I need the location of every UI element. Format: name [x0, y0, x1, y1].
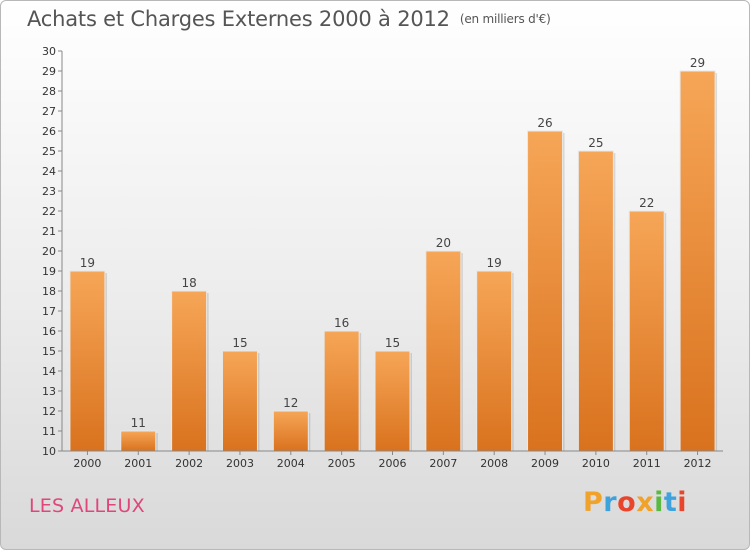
x-tick-label: 2012: [684, 457, 712, 470]
x-axis: 2000 2001 2002 2003 2004 2005 2006 2007 2008 2009…: [62, 450, 723, 470]
x-tick-label: 2008: [480, 457, 508, 470]
x-tick-label: 2009: [531, 457, 559, 470]
y-tick-label: 17: [42, 305, 56, 318]
y-tick-label: 28: [42, 85, 56, 98]
y-tick-label: 18: [42, 285, 56, 298]
bar: [628, 210, 665, 452]
bar-value-label: 12: [283, 396, 298, 410]
bar-value-label: 19: [80, 256, 95, 270]
logo-letter: o: [617, 487, 637, 518]
logo-letter: t: [663, 487, 678, 518]
y-axis: 10 11 12 13 14 15 16 17 18 19 20 21 22 23 24 25 26 27 28 29…: [42, 45, 63, 458]
x-tick-label: 2002: [175, 457, 203, 470]
logo-letter: i: [677, 487, 688, 518]
bar: [323, 330, 360, 452]
proxiti-logo: Proxiti: [583, 487, 687, 518]
bar: [120, 430, 157, 452]
bar-value-label: 15: [232, 336, 247, 350]
x-tick-label: 2007: [429, 457, 457, 470]
x-tick-label: 2004: [277, 457, 305, 470]
bar: [171, 290, 208, 452]
y-tick-label: 23: [42, 185, 56, 198]
bar: [69, 270, 106, 452]
x-tick-label: 2011: [633, 457, 661, 470]
logo-letter: r: [603, 487, 618, 518]
bar: [425, 250, 462, 452]
y-tick-label: 21: [42, 225, 56, 238]
bars: 19 11 18 15 12 16 15 20 19 26 25 22 29: [69, 56, 718, 452]
bar: [577, 150, 614, 452]
logo-letter: P: [583, 487, 604, 518]
x-tick-label: 2000: [73, 457, 101, 470]
y-tick-label: 24: [42, 165, 56, 178]
y-tick-label: 26: [42, 125, 56, 138]
y-tick-label: 12: [42, 405, 56, 418]
bar-value-label: 25: [588, 136, 603, 150]
bar-value-label: 29: [690, 56, 705, 70]
y-tick-label: 16: [42, 325, 56, 338]
logo-letter: x: [636, 487, 655, 518]
y-tick-label: 29: [42, 65, 56, 78]
y-tick-label: 10: [42, 445, 56, 458]
bar-value-label: 15: [385, 336, 400, 350]
bar-value-label: 26: [537, 116, 552, 130]
y-tick-label: 20: [42, 245, 56, 258]
bar: [476, 270, 513, 452]
bar-value-label: 11: [131, 416, 146, 430]
y-tick-label: 13: [42, 385, 56, 398]
y-tick-label: 15: [42, 345, 56, 358]
place-label: LES ALLEUX: [29, 495, 145, 517]
x-tick-label: 2010: [582, 457, 610, 470]
x-tick-label: 2005: [328, 457, 356, 470]
y-tick-label: 30: [42, 45, 56, 58]
logo-letter: i: [654, 487, 664, 518]
bar-value-label: 20: [436, 236, 451, 250]
chart-title-text: Achats et Charges Externes 2000 à 2012: [27, 7, 450, 31]
bar-value-label: 16: [334, 316, 349, 330]
bar-value-label: 22: [639, 196, 654, 210]
x-tick-label: 2006: [379, 457, 407, 470]
y-tick-label: 14: [42, 365, 56, 378]
y-tick-label: 22: [42, 205, 56, 218]
bar: [679, 70, 716, 452]
chart-title: Achats et Charges Externes 2000 à 2012 (e…: [27, 7, 551, 31]
bar: [221, 350, 258, 452]
bar-value-label: 19: [487, 256, 502, 270]
bar: [374, 350, 411, 452]
bar: [527, 130, 564, 452]
x-tick-label: 2003: [226, 457, 254, 470]
y-tick-label: 19: [42, 265, 56, 278]
y-tick-label: 27: [42, 105, 56, 118]
unit-label: (en milliers d'€): [459, 12, 551, 26]
y-tick-label: 25: [42, 145, 56, 158]
bar-value-label: 18: [181, 276, 196, 290]
y-tick-label: 11: [42, 425, 56, 438]
x-tick-label: 2001: [124, 457, 152, 470]
bar: [272, 410, 309, 452]
